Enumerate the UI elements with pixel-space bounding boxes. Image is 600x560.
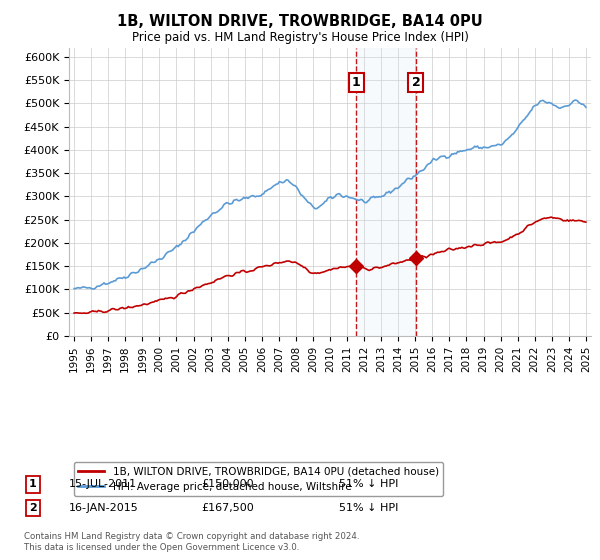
Text: 1: 1: [352, 76, 361, 88]
Legend: 1B, WILTON DRIVE, TROWBRIDGE, BA14 0PU (detached house), HPI: Average price, det: 1B, WILTON DRIVE, TROWBRIDGE, BA14 0PU (…: [74, 463, 443, 496]
Text: 51% ↓ HPI: 51% ↓ HPI: [339, 503, 398, 513]
Text: 1: 1: [29, 479, 37, 489]
Bar: [356, 48, 416, 336]
Text: 16-JAN-2015: 16-JAN-2015: [69, 503, 139, 513]
Text: Contains HM Land Registry data © Crown copyright and database right 2024.: Contains HM Land Registry data © Crown c…: [24, 532, 359, 541]
Text: 15-JUL-2011: 15-JUL-2011: [69, 479, 137, 489]
Text: 2: 2: [412, 76, 421, 88]
Text: Price paid vs. HM Land Registry's House Price Index (HPI): Price paid vs. HM Land Registry's House …: [131, 31, 469, 44]
Text: 1B, WILTON DRIVE, TROWBRIDGE, BA14 0PU: 1B, WILTON DRIVE, TROWBRIDGE, BA14 0PU: [117, 14, 483, 29]
Text: £167,500: £167,500: [201, 503, 254, 513]
Text: £150,000: £150,000: [201, 479, 254, 489]
Text: 2: 2: [29, 503, 37, 513]
Text: This data is licensed under the Open Government Licence v3.0.: This data is licensed under the Open Gov…: [24, 543, 299, 552]
Text: 51% ↓ HPI: 51% ↓ HPI: [339, 479, 398, 489]
